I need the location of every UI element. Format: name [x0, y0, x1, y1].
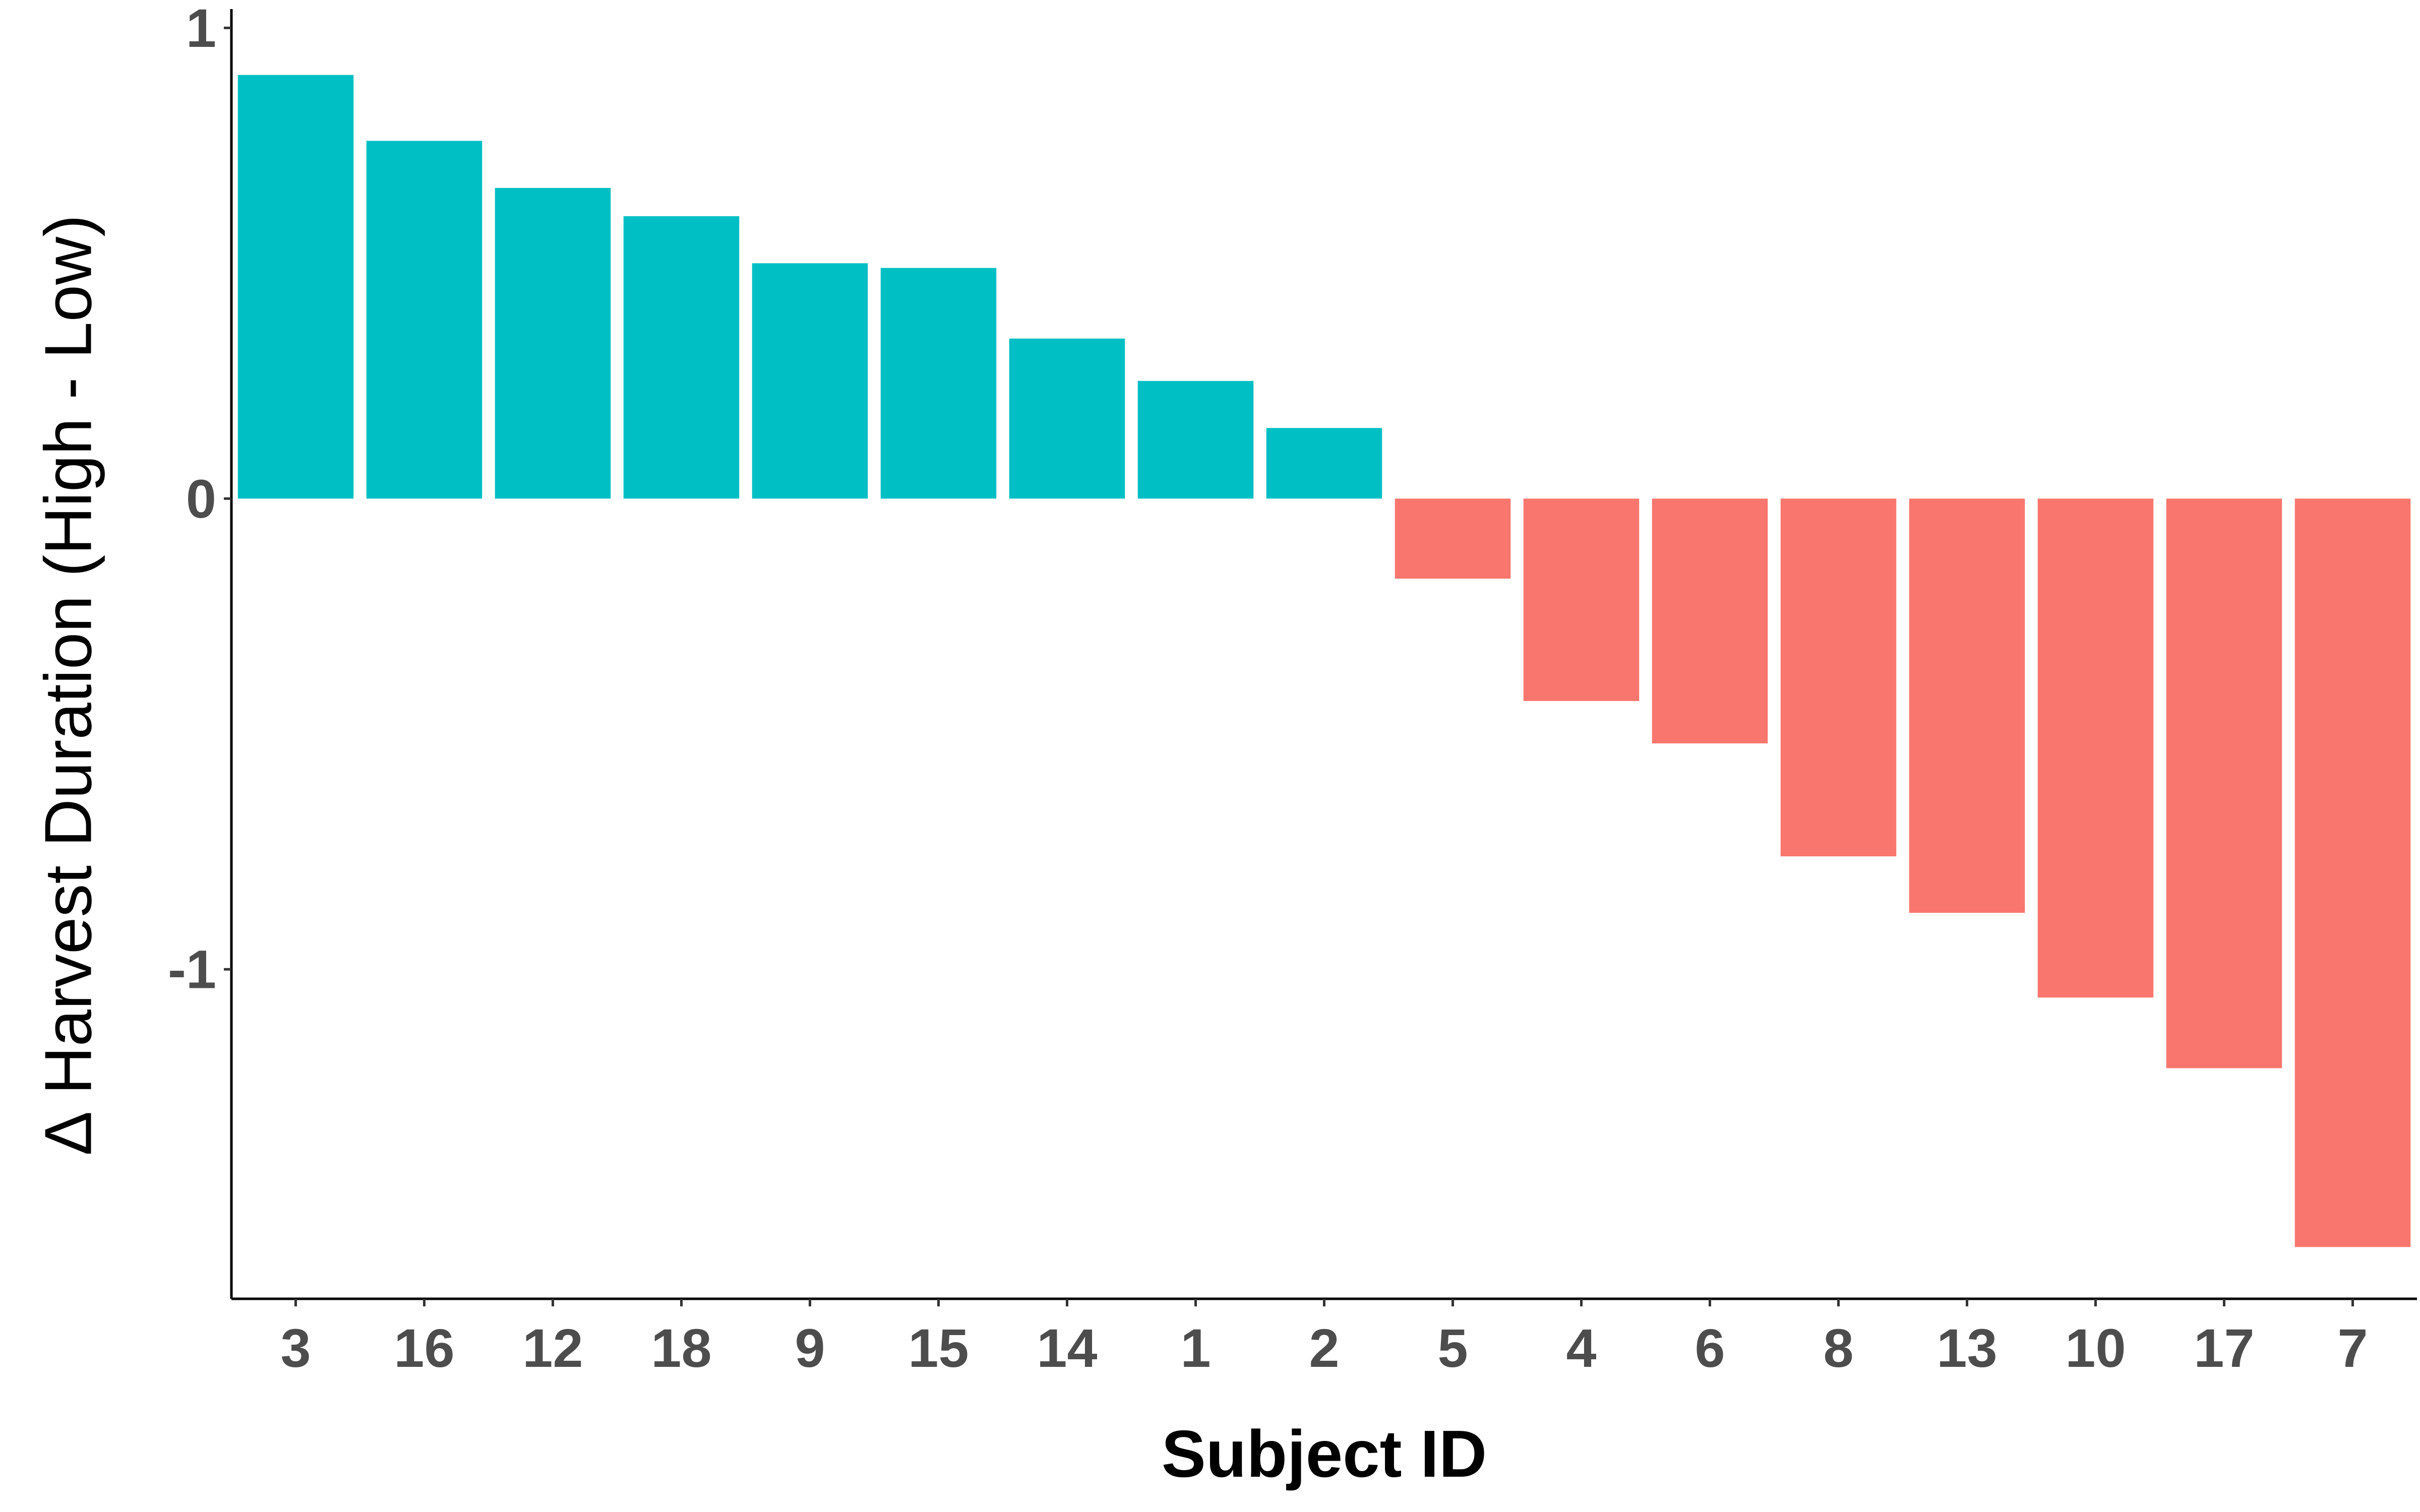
x-tick-label: 8	[1823, 1317, 1853, 1378]
bar-subject-9	[752, 263, 868, 499]
bar-subject-17	[2166, 498, 2282, 1068]
bar-subject-1	[1137, 381, 1254, 499]
bar-subject-18	[623, 216, 740, 499]
x-tick-label: 4	[1566, 1317, 1596, 1378]
y-ticks-group: 1 0 -1	[168, 0, 231, 1000]
bar-subject-14	[1009, 338, 1125, 499]
bar-subject-12	[495, 187, 611, 499]
x-tick-label: 15	[908, 1317, 969, 1378]
x-tick-label: 18	[651, 1317, 711, 1378]
bar-subject-5	[1395, 498, 1511, 579]
y-tick-label: 0	[186, 468, 216, 529]
x-tick-label: 12	[522, 1317, 583, 1378]
bar-subject-10	[2037, 498, 2154, 998]
x-axis-title: Subject ID	[1162, 1417, 1487, 1491]
bar-subject-13	[1909, 498, 2025, 913]
x-tick-label: 5	[1437, 1317, 1468, 1378]
x-tick-label: 10	[2065, 1317, 2126, 1378]
x-tick-label: 7	[2337, 1317, 2368, 1378]
x-tick-label: 9	[795, 1317, 825, 1378]
bar-subject-7	[2294, 498, 2411, 1247]
x-tick-label: 16	[394, 1317, 454, 1378]
y-tick-label: -1	[168, 939, 216, 1000]
bar-subject-16	[366, 141, 482, 499]
x-tick-label: 1	[1180, 1317, 1211, 1378]
x-ticks-group: 3 16 12 18 9 15 14 1 2 5 4 6 8 13 10 17 7	[280, 1299, 2368, 1378]
bar-subject-3	[237, 75, 354, 499]
bar-subject-15	[880, 268, 997, 499]
x-tick-label: 13	[1937, 1317, 1997, 1378]
x-tick-label: 17	[2194, 1317, 2254, 1378]
x-tick-label: 2	[1309, 1317, 1339, 1378]
y-tick-label: 1	[186, 0, 216, 58]
x-tick-label: 3	[280, 1317, 311, 1378]
bar-subject-2	[1266, 428, 1382, 499]
bars-group	[237, 75, 2411, 1247]
bar-subject-4	[1523, 498, 1640, 701]
bar-subject-8	[1780, 498, 1897, 857]
y-axis-title: ∆ Harvest Duration (High - Low)	[31, 215, 105, 1154]
x-tick-label: 14	[1037, 1317, 1097, 1378]
x-tick-label: 6	[1695, 1317, 1725, 1378]
bar-subject-6	[1652, 498, 1768, 743]
